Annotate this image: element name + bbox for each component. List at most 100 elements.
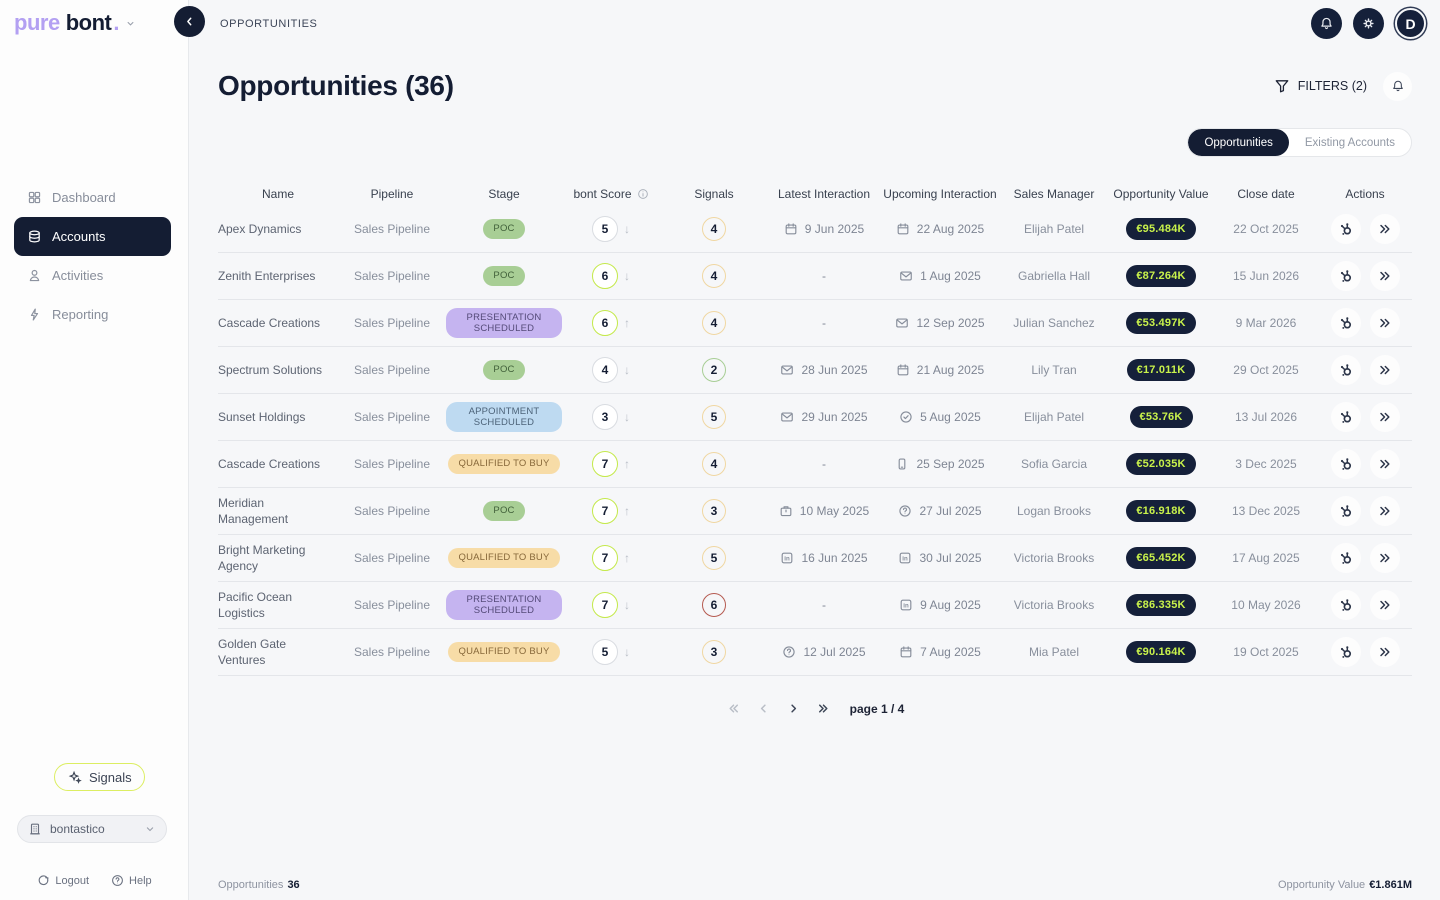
alert-bell-button[interactable] [1383,72,1412,101]
upcoming-interaction: 5 Aug 2025 [899,410,981,424]
table-row[interactable]: Meridian ManagementSales PipelinePOC7↑31… [218,488,1412,535]
bont-score: 6 [592,310,618,336]
hubspot-button[interactable] [1331,637,1361,667]
sparkles-icon [67,770,82,785]
table-row[interactable]: Cascade CreationsSales PipelineQUALIFIED… [218,441,1412,488]
table-row[interactable]: Sunset HoldingsSales PipelineAPPOINTMENT… [218,394,1412,441]
opportunity-value-cell: €52.035K [1108,453,1214,475]
tab-existing-accounts[interactable]: Existing Accounts [1289,129,1411,156]
upcoming-interaction-cell: 21 Aug 2025 [880,363,1000,377]
tab-opportunities[interactable]: Opportunities [1188,129,1288,156]
hubspot-icon [1338,550,1354,566]
open-details-button[interactable] [1370,543,1400,573]
help-button[interactable]: Help [111,874,152,887]
column-header-label: Stage [488,187,519,201]
double-chevron-right-icon [1377,550,1393,566]
double-chevron-right-icon [1377,597,1393,613]
sidebar-item-label: Reporting [52,307,108,322]
latest-interaction-cell: 28 Jun 2025 [768,363,880,377]
signals-cell: 6 [660,593,768,617]
bont-score: 7 [592,592,618,618]
open-details-button[interactable] [1370,355,1400,385]
bont-score-cell: 7↑ [562,545,660,571]
sidebar-item-dashboard[interactable]: Dashboard [14,178,171,217]
signals-count: 4 [702,311,726,335]
workspace-selector[interactable]: bontastico [17,815,167,843]
stage-cell: PRESENTATION SCHEDULED [446,308,562,339]
signals-button[interactable]: Signals [54,763,145,791]
sales-manager: Logan Brooks [1017,504,1091,518]
latest-interaction-cell: in16 Jun 2025 [768,551,880,565]
open-details-button[interactable] [1370,214,1400,244]
table-row[interactable]: Golden Gate VenturesSales PipelineQUALIF… [218,629,1412,676]
hubspot-button[interactable] [1331,402,1361,432]
table-row[interactable]: Spectrum SolutionsSales PipelinePOC4↓228… [218,347,1412,394]
hubspot-icon [1338,597,1354,613]
double-chevron-right-icon [1377,362,1393,378]
filters-button[interactable]: FILTERS (2) [1274,78,1367,94]
opportunity-name-cell: Meridian Management [218,495,338,527]
actions-cell [1318,637,1412,667]
sales-manager-cell: Gabriella Hall [1000,269,1108,283]
latest-interaction-cell: 29 Jun 2025 [768,410,880,424]
opportunity-value-pill: €53.76K [1130,406,1193,428]
notifications-button[interactable] [1311,8,1342,39]
upcoming-interaction-date: 1 Aug 2025 [920,269,981,283]
hubspot-button[interactable] [1331,449,1361,479]
table-row[interactable]: Pacific Ocean LogisticsSales PipelinePRE… [218,582,1412,629]
opportunity-name-cell: Bright Marketing Agency [218,542,338,574]
bont-score-cell: 5↓ [562,639,660,665]
opportunity-name: Cascade Creations [218,456,320,472]
hubspot-button[interactable] [1331,261,1361,291]
open-details-button[interactable] [1370,637,1400,667]
previous-page-button[interactable] [756,701,771,716]
open-details-button[interactable] [1370,261,1400,291]
table-row[interactable]: Zenith EnterprisesSales PipelinePOC6↓4-1… [218,253,1412,300]
open-details-button[interactable] [1370,496,1400,526]
hubspot-button[interactable] [1331,590,1361,620]
signals-count: 3 [702,640,726,664]
signals-cell: 5 [660,405,768,429]
sales-manager: Julian Sanchez [1013,316,1094,330]
latest-interaction-cell: 9 Jun 2025 [768,222,880,236]
latest-interaction-date: 9 Jun 2025 [805,222,864,236]
bont-score-cell: 7↓ [562,592,660,618]
bont-score-cell: 5↓ [562,216,660,242]
back-button[interactable] [174,6,205,37]
opportunity-name-cell: Sunset Holdings [218,409,338,425]
pipeline-cell: Sales Pipeline [338,269,446,283]
opportunities-table: NamePipelineStagebont ScoreSignalsLatest… [218,182,1412,676]
table-row[interactable]: Apex DynamicsSales PipelinePOC5↓49 Jun 2… [218,206,1412,253]
settings-button[interactable] [1353,8,1384,39]
pipeline-cell: Sales Pipeline [338,363,446,377]
bell-icon [1391,79,1405,93]
hubspot-button[interactable] [1331,214,1361,244]
last-page-button[interactable] [816,701,831,716]
sidebar-item-accounts[interactable]: Accounts [14,217,171,256]
table-row[interactable]: Cascade CreationsSales PipelinePRESENTAT… [218,300,1412,347]
open-details-button[interactable] [1370,308,1400,338]
first-page-button[interactable] [726,701,741,716]
meeting-icon [779,504,793,518]
logout-button[interactable]: Logout [37,874,89,887]
phone-icon [895,457,909,471]
open-details-button[interactable] [1370,449,1400,479]
upcoming-interaction: 21 Aug 2025 [896,363,984,377]
hubspot-button[interactable] [1331,543,1361,573]
open-details-button[interactable] [1370,590,1400,620]
sidebar-item-reporting[interactable]: Reporting [14,295,171,334]
close-date-cell: 17 Aug 2025 [1214,551,1318,565]
hubspot-button[interactable] [1331,355,1361,385]
close-date: 17 Aug 2025 [1232,551,1299,565]
hubspot-button[interactable] [1331,308,1361,338]
opportunity-name: Golden Gate Ventures [218,636,328,668]
brand-logo[interactable]: pure bont . [14,10,136,36]
avatar[interactable]: D [1395,8,1426,39]
table-row[interactable]: Bright Marketing AgencySales PipelineQUA… [218,535,1412,582]
sidebar-item-activities[interactable]: Activities [14,256,171,295]
open-details-button[interactable] [1370,402,1400,432]
close-date-cell: 13 Jul 2026 [1214,410,1318,424]
calendar-icon [896,222,910,236]
hubspot-button[interactable] [1331,496,1361,526]
next-page-button[interactable] [786,701,801,716]
